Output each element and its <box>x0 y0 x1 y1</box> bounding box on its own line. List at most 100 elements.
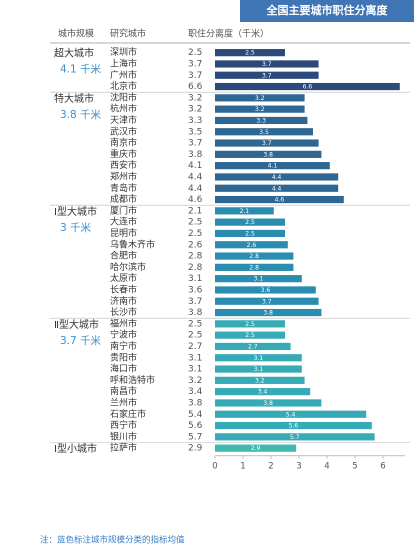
data-label: 4.4 <box>272 174 282 181</box>
y-tick-label: 上海市 <box>110 57 137 69</box>
bar <box>215 252 294 260</box>
value-text: 2.5 <box>188 319 202 329</box>
value-text: 5.6 <box>188 421 203 431</box>
value-text: 2.8 <box>188 263 203 273</box>
y-tick-label: 长春市 <box>110 283 137 295</box>
value-text: 2.9 <box>188 444 203 454</box>
data-label: 3.5 <box>259 129 269 136</box>
y-tick-label: 合肥市 <box>110 250 137 262</box>
value-text: 3.8 <box>188 308 203 318</box>
bar <box>215 241 288 249</box>
y-tick-label: 济南市 <box>110 295 137 307</box>
y-tick-label: 呼和浩特市 <box>110 374 155 386</box>
bar <box>215 60 319 68</box>
y-tick-label: 哈尔滨市 <box>110 261 146 273</box>
x-tick-label: 6 <box>380 461 385 471</box>
bar <box>215 433 375 441</box>
bar <box>215 162 330 170</box>
y-tick-label: 太原市 <box>110 272 137 284</box>
value-text: 2.5 <box>188 229 202 239</box>
data-label: 3.7 <box>262 298 272 305</box>
value-text: 3.7 <box>188 139 202 149</box>
x-tick-label: 5 <box>352 461 357 471</box>
y-tick-label: 郑州市 <box>110 170 137 182</box>
y-tick-label: 海口市 <box>110 363 137 375</box>
value-text: 4.6 <box>188 195 203 205</box>
group-name: 超大城市 <box>54 47 94 60</box>
data-label: 2.8 <box>249 264 259 271</box>
bar <box>215 365 302 373</box>
y-tick-label: 贵阳市 <box>110 351 137 363</box>
y-tick-label: 重庆市 <box>110 148 137 160</box>
value-text: 4.4 <box>188 172 203 182</box>
y-tick-label: 长沙市 <box>110 306 137 318</box>
data-label: 5.6 <box>289 423 299 430</box>
value-text: 2.5 <box>188 48 202 58</box>
group-mean: 3.8 千米 <box>60 108 102 121</box>
data-label: 3.1 <box>254 276 264 283</box>
data-label: 3.8 <box>263 310 273 317</box>
y-tick-label: 昆明市 <box>110 227 137 239</box>
data-label: 5.7 <box>290 434 300 441</box>
x-tick-label: 2 <box>268 461 273 471</box>
value-text: 3.8 <box>188 398 203 408</box>
data-label: 2.5 <box>245 332 255 339</box>
data-label: 3.2 <box>255 377 265 384</box>
bar <box>215 263 294 271</box>
column-header: 城市规模 <box>58 28 94 40</box>
group-mean: 4.1 千米 <box>60 63 102 76</box>
data-label: 3.4 <box>258 389 268 396</box>
value-text: 4.1 <box>188 161 202 171</box>
bar <box>215 297 319 305</box>
bar <box>215 207 274 215</box>
data-label: 2.8 <box>249 253 259 260</box>
data-label: 2.9 <box>251 445 261 452</box>
data-label: 2.6 <box>247 242 257 249</box>
value-text: 4.4 <box>188 184 203 194</box>
value-text: 3.6 <box>188 285 203 295</box>
bar <box>215 308 322 317</box>
bar <box>215 94 305 102</box>
bar <box>215 354 302 362</box>
value-text: 3.7 <box>188 297 202 307</box>
title-banner <box>240 0 414 22</box>
bar <box>215 376 305 384</box>
value-text: 3.3 <box>188 116 202 126</box>
column-header: 职住分离度（千米） <box>188 28 269 40</box>
bar <box>215 71 319 79</box>
group-mean: 3.7 千米 <box>60 334 102 347</box>
data-label: 2.7 <box>248 343 258 350</box>
data-label: 3.7 <box>262 61 272 68</box>
bar <box>215 139 319 147</box>
data-label: 2.1 <box>240 208 250 215</box>
y-tick-label: 大连市 <box>110 216 137 228</box>
value-text: 3.2 <box>188 376 202 386</box>
bar <box>215 286 316 294</box>
data-label: 3.3 <box>256 117 266 124</box>
value-text: 3.1 <box>188 365 202 375</box>
value-text: 2.5 <box>188 331 202 341</box>
data-label: 4.4 <box>272 185 282 192</box>
value-text: 5.4 <box>188 410 203 420</box>
data-label: 2.5 <box>245 230 255 237</box>
y-tick-label: 武汉市 <box>110 125 137 137</box>
data-label: 4.1 <box>268 163 278 170</box>
y-tick-label: 深圳市 <box>110 46 137 58</box>
data-label: 6.6 <box>303 84 313 91</box>
value-text: 2.7 <box>188 342 202 352</box>
y-tick-label: 银川市 <box>110 430 137 442</box>
y-tick-label: 福州市 <box>110 317 137 329</box>
y-tick-label: 南京市 <box>110 137 137 149</box>
y-tick-label: 乌鲁木齐市 <box>110 238 155 250</box>
x-tick-label: 3 <box>296 461 301 471</box>
value-text: 2.1 <box>188 206 202 216</box>
bar <box>215 218 285 226</box>
y-tick-label: 天津市 <box>110 114 137 126</box>
y-tick-label: 厦门市 <box>110 204 137 216</box>
value-text: 3.1 <box>188 353 202 363</box>
bar <box>215 82 400 91</box>
bar <box>215 105 305 113</box>
value-text: 5.7 <box>188 432 202 442</box>
group-name: Ⅱ型大城市 <box>54 318 99 331</box>
chart-title: 全国主要城市职住分离度 <box>266 3 389 17</box>
